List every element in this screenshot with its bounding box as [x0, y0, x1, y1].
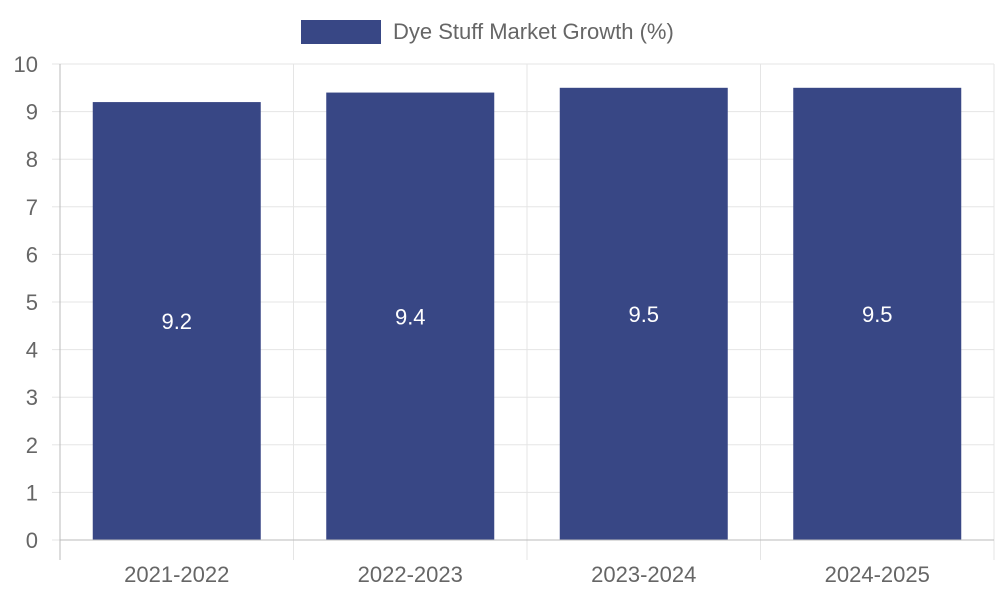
legend[interactable]: Dye Stuff Market Growth (%): [301, 19, 674, 44]
x-tick-label: 2024-2025: [825, 562, 930, 587]
y-tick-label: 3: [26, 385, 38, 410]
bar-value-label: 9.5: [628, 302, 659, 327]
y-tick-label: 4: [26, 338, 38, 363]
y-tick-label: 1: [26, 480, 38, 505]
bar: [92, 102, 261, 540]
y-tick-label: 9: [26, 100, 38, 125]
x-tick-label: 2021-2022: [124, 562, 229, 587]
axes: 0 1 2 3 4 5 6 7 8 9 10 2021-2022 2022-2023 2023-2024 2…: [14, 52, 994, 587]
data-labels: 9.2 9.4 9.5 9.5: [161, 302, 892, 334]
y-tick-label: 10: [14, 52, 38, 77]
y-tick-label: 5: [26, 290, 38, 315]
x-tick-label: 2023-2024: [591, 562, 696, 587]
bar: [326, 92, 495, 540]
bar: [793, 87, 962, 541]
y-tick-label: 6: [26, 242, 38, 267]
bar-value-label: 9.5: [862, 302, 893, 327]
y-tick-label: 0: [26, 528, 38, 553]
bar: [559, 87, 728, 541]
x-tick-label: 2022-2023: [358, 562, 463, 587]
y-tick-label: 7: [26, 195, 38, 220]
bars: [92, 87, 962, 541]
y-tick-label: 8: [26, 147, 38, 172]
legend-swatch: [301, 20, 381, 44]
y-tick-label: 2: [26, 433, 38, 458]
bar-value-label: 9.2: [161, 309, 192, 334]
bar-value-label: 9.4: [395, 304, 426, 329]
legend-label: Dye Stuff Market Growth (%): [393, 19, 674, 44]
